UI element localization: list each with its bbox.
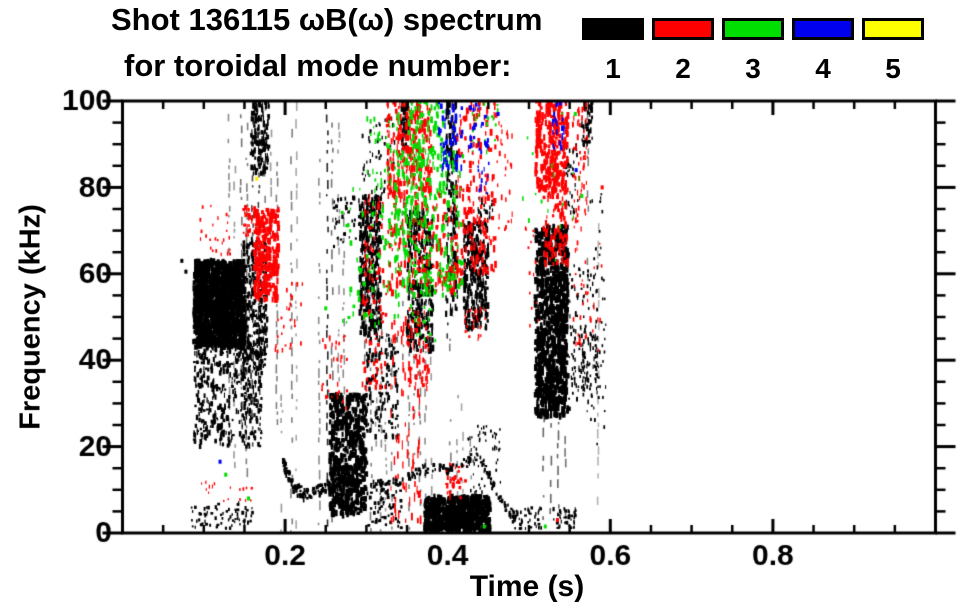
legend-swatch-mode-1	[582, 18, 644, 40]
legend-swatch-mode-5	[862, 18, 924, 40]
legend-label-mode-2: 2	[675, 53, 691, 84]
legend-label-mode-5: 5	[885, 53, 901, 84]
legend-labels: 1 2 3 4 5	[582, 53, 924, 85]
legend-swatch-mode-2	[652, 18, 714, 40]
legend-swatch-mode-3	[722, 18, 784, 40]
legend-swatches	[582, 18, 924, 40]
legend-swatch-mode-4	[792, 18, 854, 40]
legend-label-mode-1: 1	[605, 53, 621, 84]
y-axis-label: Frequency (kHz)	[14, 204, 47, 430]
chart-subtitle: for toroidal mode number:	[124, 48, 512, 83]
x-axis-label: Time (s)	[469, 570, 585, 603]
chart-title: Shot 136115 ωB(ω) spectrum	[111, 2, 543, 37]
legend-label-mode-3: 3	[745, 53, 761, 84]
legend-label-mode-4: 4	[815, 53, 831, 84]
